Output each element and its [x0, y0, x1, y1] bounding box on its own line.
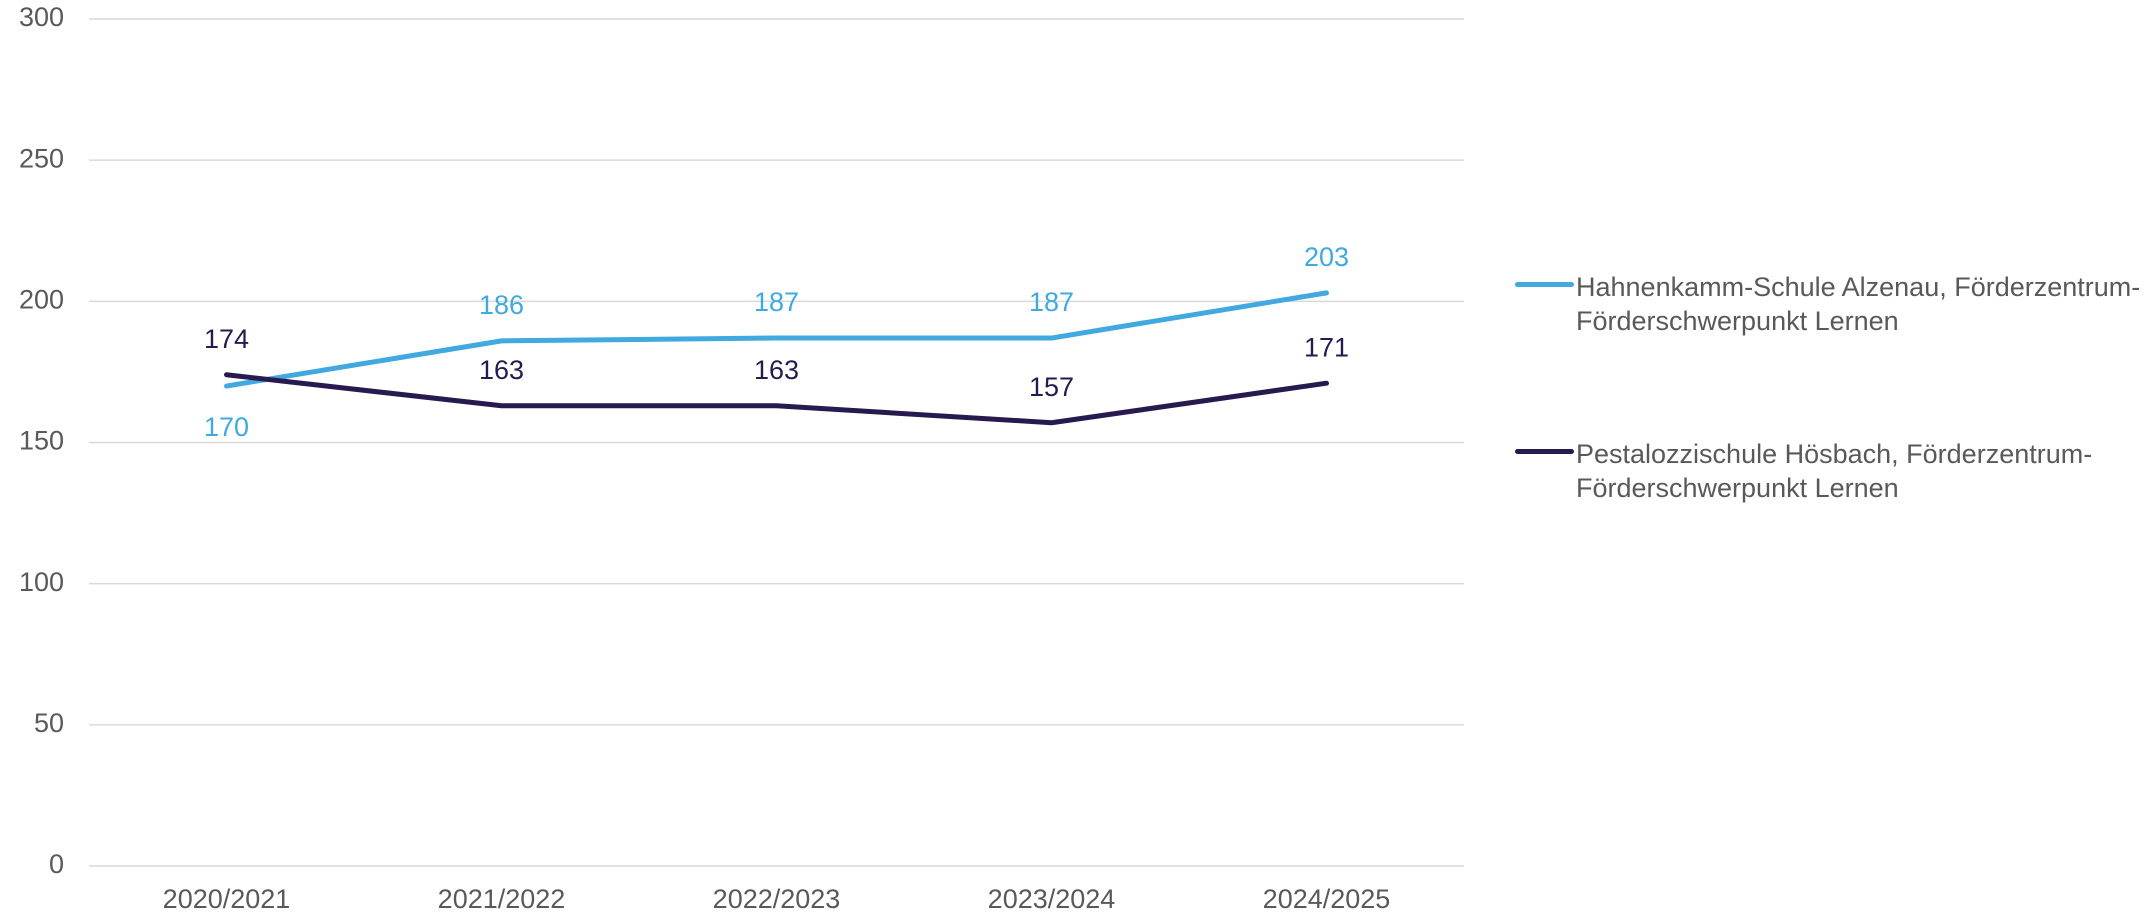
data-label: 203: [1304, 242, 1349, 272]
y-tick-label: 100: [19, 567, 64, 597]
data-label: 163: [754, 355, 799, 385]
data-label: 171: [1304, 332, 1349, 362]
x-tick-label: 2020/2021: [163, 884, 291, 914]
series-line: [224, 372, 1329, 426]
y-tick-label: 200: [19, 284, 64, 314]
x-tick-label: 2022/2023: [713, 884, 841, 914]
y-tick-label: 50: [34, 708, 64, 738]
x-tick-label: 2024/2025: [1263, 884, 1391, 914]
legend-label: Pestalozzischule Hösbach, Förderzentrum-…: [1576, 439, 2093, 503]
data-label: 163: [479, 355, 524, 385]
data-label: 170: [204, 412, 249, 442]
y-tick-label: 300: [19, 2, 64, 32]
data-label: 187: [1029, 287, 1074, 317]
legend-swatch: [1515, 282, 1574, 287]
data-label: 157: [1029, 372, 1074, 402]
data-label: 174: [204, 324, 249, 354]
x-tick-label: 2021/2022: [438, 884, 566, 914]
series-line: [224, 290, 1329, 389]
y-tick-label: 250: [19, 143, 64, 173]
y-tick-label: 150: [19, 426, 64, 456]
y-tick-label: 0: [49, 849, 64, 879]
legend-label: Hahnenkamm-Schule Alzenau, Förderzentrum…: [1576, 272, 2141, 336]
data-label: 187: [754, 287, 799, 317]
x-tick-label: 2023/2024: [988, 884, 1116, 914]
data-label: 186: [479, 290, 524, 320]
legend-swatch: [1515, 449, 1574, 454]
